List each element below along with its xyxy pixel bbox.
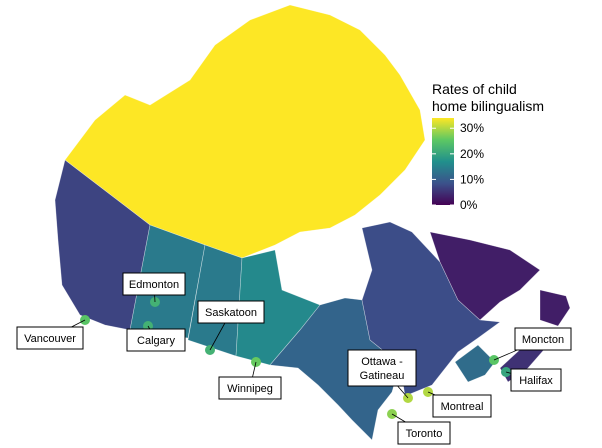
city-label-box [397, 421, 451, 445]
city-label: Toronto [406, 428, 443, 440]
city-label: Edmonton [129, 279, 179, 291]
city-label: Saskatoon [205, 307, 257, 319]
legend-tick-label: 30% [460, 121, 484, 135]
colorbar [432, 118, 454, 205]
city-label: Halifax [519, 375, 553, 387]
region [64, 4, 426, 259]
city-label: Ottawa - [361, 356, 403, 368]
city-label: Montreal [441, 401, 484, 413]
city-label-box [514, 327, 572, 351]
legend-tick-label: 20% [460, 147, 484, 161]
city-label-box [126, 328, 186, 352]
city-label-box [16, 326, 84, 350]
city-label-box [122, 272, 186, 296]
city-label-box [510, 368, 562, 392]
city-label: Gatineau [360, 370, 405, 382]
legend-tick-label: 10% [460, 172, 484, 186]
city-label: Winnipeg [227, 383, 273, 395]
city-label-box [197, 300, 265, 324]
city-label: Calgary [137, 335, 175, 347]
city-label-box [218, 376, 282, 400]
city-label: Moncton [522, 334, 564, 346]
legend-tick-label: 0% [460, 198, 478, 212]
legend-title: Rates of child [432, 81, 517, 97]
city-label-box [347, 349, 417, 387]
city-label-box [432, 394, 492, 418]
region [429, 231, 541, 321]
legend-title: home bilingualism [432, 98, 544, 114]
region [539, 289, 571, 327]
region [454, 344, 496, 383]
city-label: Vancouver [24, 333, 76, 345]
